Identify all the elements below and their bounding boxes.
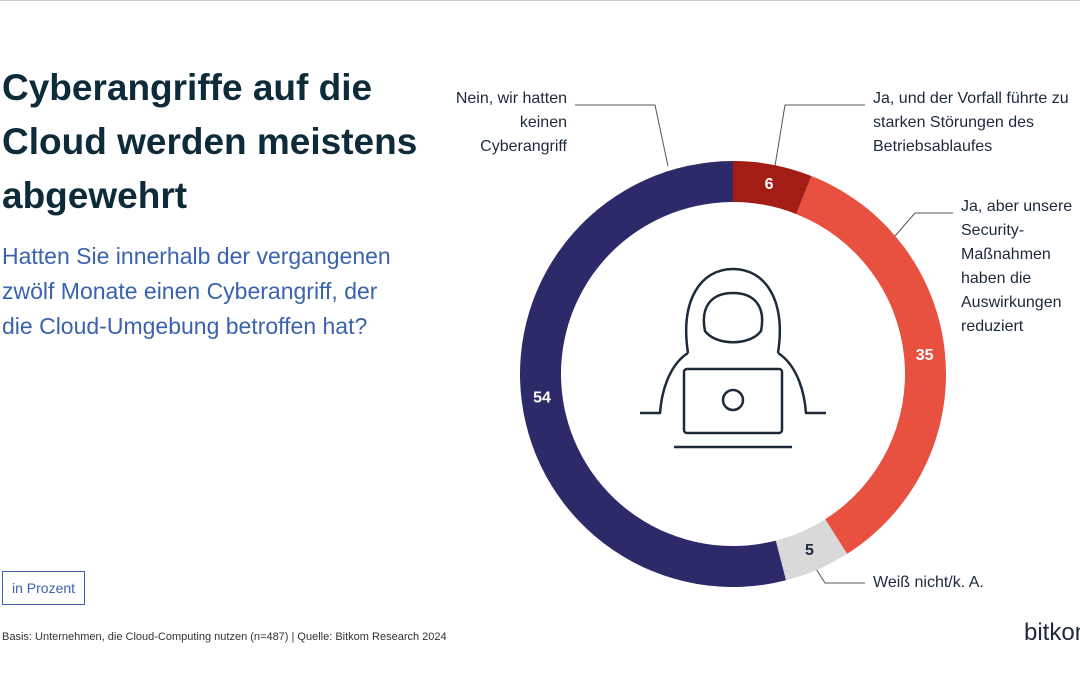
value-label: 35 — [916, 347, 934, 364]
logo: bitkom — [1024, 619, 1080, 646]
category-label: Weiß nicht/k. A. — [873, 574, 984, 591]
donut-slice — [520, 161, 786, 587]
chart-subtitle: Hatten Sie innerhalb der vergangenen zwö… — [2, 243, 391, 339]
donut-slice — [775, 519, 848, 581]
donut: 6 35 5 54 — [520, 161, 946, 587]
value-label: 54 — [533, 389, 551, 406]
category-label: Ja, und der Vorfall führte zu starken St… — [873, 90, 1069, 155]
hacker-icon — [640, 267, 826, 449]
leader-line — [774, 104, 865, 167]
value-label: 6 — [765, 176, 774, 193]
value-label: 5 — [805, 542, 814, 559]
donut-slice — [733, 161, 812, 215]
unit-box: in Prozent — [2, 571, 86, 605]
source-note: Basis: Unternehmen, die Cloud-Computing … — [2, 631, 447, 643]
category-label: Nein, wir hatten keinen Cyberangriff — [455, 90, 567, 155]
leader-line — [575, 104, 669, 167]
donut-slice — [796, 175, 946, 554]
chart-title: Cyberangriffe auf die Cloud werden meist… — [2, 67, 418, 216]
category-label: Ja, aber unsere Security-Maßnahmen haben… — [961, 198, 1073, 335]
leader-line — [894, 212, 953, 237]
